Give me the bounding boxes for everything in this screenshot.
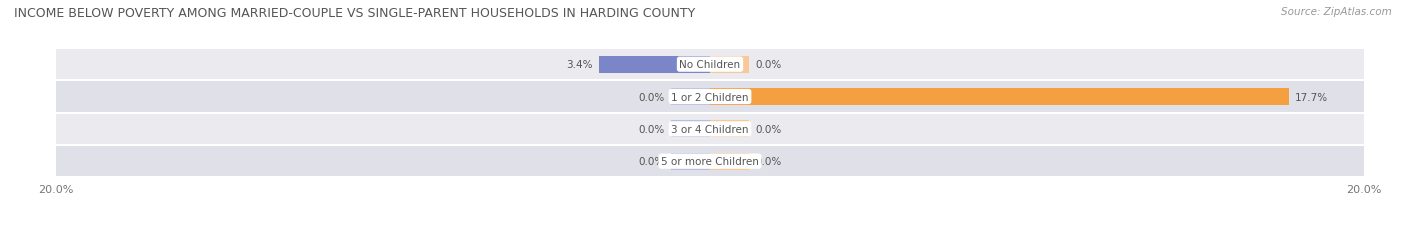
Bar bbox=[56, 114, 1364, 144]
Bar bbox=[710, 57, 749, 73]
Text: Source: ZipAtlas.com: Source: ZipAtlas.com bbox=[1281, 7, 1392, 17]
Text: 1 or 2 Children: 1 or 2 Children bbox=[671, 92, 749, 102]
Text: 0.0%: 0.0% bbox=[638, 157, 664, 167]
Text: 17.7%: 17.7% bbox=[1295, 92, 1329, 102]
Bar bbox=[671, 121, 710, 138]
Text: 0.0%: 0.0% bbox=[756, 124, 782, 134]
Bar bbox=[56, 50, 1364, 80]
Text: 0.0%: 0.0% bbox=[638, 124, 664, 134]
Bar bbox=[671, 153, 710, 170]
Text: 0.0%: 0.0% bbox=[638, 92, 664, 102]
Bar bbox=[671, 89, 710, 106]
Text: INCOME BELOW POVERTY AMONG MARRIED-COUPLE VS SINGLE-PARENT HOUSEHOLDS IN HARDING: INCOME BELOW POVERTY AMONG MARRIED-COUPL… bbox=[14, 7, 696, 20]
Bar bbox=[599, 57, 710, 73]
Text: No Children: No Children bbox=[679, 60, 741, 70]
Text: 0.0%: 0.0% bbox=[756, 60, 782, 70]
Text: 5 or more Children: 5 or more Children bbox=[661, 157, 759, 167]
Bar bbox=[710, 121, 749, 138]
Text: 3 or 4 Children: 3 or 4 Children bbox=[671, 124, 749, 134]
Bar bbox=[710, 89, 1289, 106]
Bar bbox=[56, 146, 1364, 176]
Text: 3.4%: 3.4% bbox=[565, 60, 592, 70]
Text: 0.0%: 0.0% bbox=[756, 157, 782, 167]
Bar bbox=[710, 153, 749, 170]
Bar bbox=[56, 82, 1364, 112]
